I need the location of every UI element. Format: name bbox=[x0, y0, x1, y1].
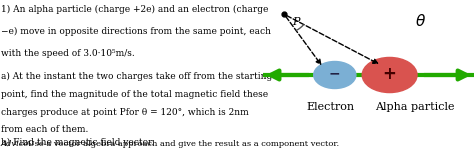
Text: charges produce at point Pfor θ = 120°, which is 2nm: charges produce at point Pfor θ = 120°, … bbox=[0, 108, 248, 117]
Text: P: P bbox=[292, 17, 300, 27]
Text: Use a vector algebra approach and give the result as a component vector.: Use a vector algebra approach and give t… bbox=[25, 141, 339, 148]
Circle shape bbox=[362, 57, 417, 93]
Text: with the speed of 3.0·10⁵m/s.: with the speed of 3.0·10⁵m/s. bbox=[0, 50, 134, 58]
Text: Alpha particle: Alpha particle bbox=[375, 102, 455, 112]
Text: −: − bbox=[329, 67, 341, 81]
Text: −e) move in opposite directions from the same point, each: −e) move in opposite directions from the… bbox=[0, 27, 271, 36]
Text: point, find the magnitude of the total magnetic field these: point, find the magnitude of the total m… bbox=[0, 90, 268, 99]
Text: a) At the instant the two charges take off from the starting: a) At the instant the two charges take o… bbox=[0, 72, 272, 81]
Text: 1) An alpha particle (charge +2e) and an electron (charge: 1) An alpha particle (charge +2e) and an… bbox=[0, 4, 268, 14]
Text: Electron: Electron bbox=[307, 102, 355, 112]
Text: from each of them.: from each of them. bbox=[0, 124, 88, 134]
Text: Advice:: Advice: bbox=[1, 141, 32, 148]
Text: $\theta$: $\theta$ bbox=[415, 13, 426, 29]
Text: b) Find the magnetic field vector.: b) Find the magnetic field vector. bbox=[0, 138, 154, 147]
Circle shape bbox=[314, 61, 356, 88]
Text: +: + bbox=[383, 65, 397, 83]
